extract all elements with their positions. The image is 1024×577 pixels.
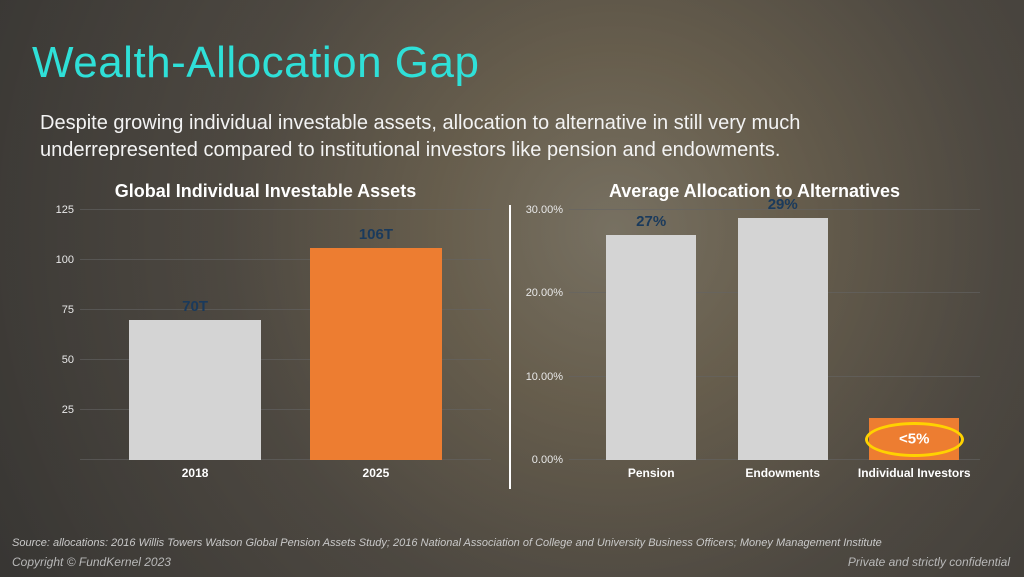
ytick-label: 50	[32, 354, 74, 366]
confidential-text: Private and strictly confidential	[848, 555, 1010, 569]
right-chart-plot: 0.00%10.00%20.00%30.00%27%29%<5%	[569, 210, 980, 460]
xtick-label: Individual Investors	[858, 466, 971, 480]
bar: 106T	[310, 248, 442, 460]
ytick-label: 30.00%	[521, 204, 563, 216]
left-chart-title: Global Individual Investable Assets	[30, 181, 501, 202]
bar: 27%	[606, 235, 696, 460]
xtick-label: Endowments	[745, 466, 820, 480]
bar-value-label: <5%	[869, 431, 959, 448]
ytick-label: 10.00%	[521, 371, 563, 383]
bar-value-label: 27%	[606, 213, 696, 230]
ytick-label: 100	[32, 254, 74, 266]
ytick-label: 20.00%	[521, 287, 563, 299]
slide: Wealth-Allocation Gap Despite growing in…	[0, 0, 1024, 577]
xtick-label: 2025	[363, 466, 390, 480]
gridline	[80, 209, 491, 210]
slide-subtitle: Despite growing individual investable as…	[40, 110, 960, 164]
ytick-label: 75	[32, 304, 74, 316]
right-chart: Average Allocation to Alternatives 0.00%…	[519, 175, 990, 505]
ytick-label: 0.00%	[521, 454, 563, 466]
copyright-text: Copyright © FundKernel 2023	[12, 555, 171, 569]
left-chart-plot: 25507510012570T106T	[80, 210, 491, 460]
bar: <5%	[869, 418, 959, 460]
left-chart-xaxis: 2018 2025	[80, 460, 491, 484]
bar-value-label: 106T	[310, 226, 442, 243]
right-chart-xaxis: Pension Endowments Individual Investors	[569, 460, 980, 484]
source-text: Source: allocations: 2016 Willis Towers …	[12, 537, 882, 549]
slide-title: Wealth-Allocation Gap	[32, 38, 479, 88]
ytick-label: 25	[32, 404, 74, 416]
xtick-label: 2018	[182, 466, 209, 480]
charts-container: Global Individual Investable Assets 25 50…	[30, 175, 990, 505]
bar: 29%	[738, 218, 828, 460]
xtick-label: Pension	[628, 466, 675, 480]
chart-divider	[509, 205, 511, 489]
bar: 70T	[129, 320, 261, 460]
bar-value-label: 70T	[129, 298, 261, 315]
ytick-label: 125	[32, 204, 74, 216]
left-chart: Global Individual Investable Assets 25 50…	[30, 175, 501, 505]
bar-value-label: 29%	[738, 196, 828, 213]
